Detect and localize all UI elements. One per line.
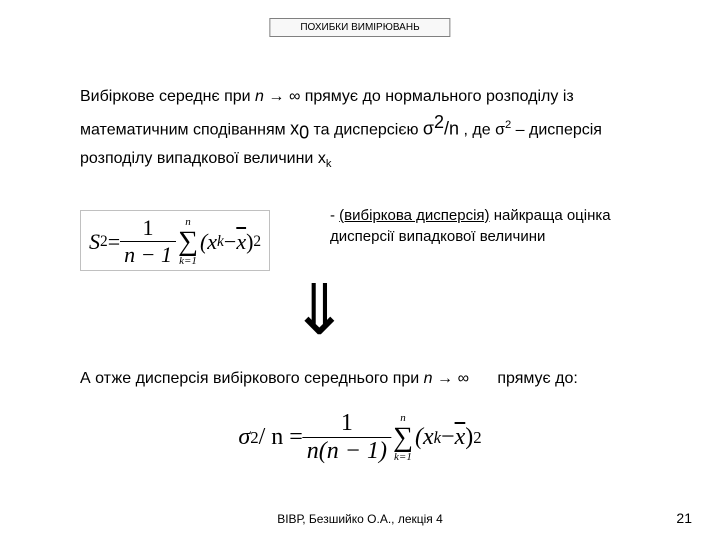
f2-sumdn: k=1 bbox=[394, 452, 412, 463]
arrow-glyph: ⇓ bbox=[290, 271, 349, 349]
paragraph-main: Вибіркове середнє при n → ∞ прямує до но… bbox=[80, 85, 660, 173]
f1-bexp: 2 bbox=[253, 233, 261, 251]
formula-sample-variance: S2 = 1 n − 1 n ∑ k=1 (xk − x )2 bbox=[80, 210, 270, 271]
p1-limit: n → ∞ bbox=[255, 88, 300, 105]
p1-t1: Вибіркове середнє при bbox=[80, 88, 255, 105]
p1-x0: x bbox=[290, 118, 299, 138]
p2-t1: А отже дисперсія вибіркового середнього … bbox=[80, 370, 424, 387]
p1-slashn: /n bbox=[444, 118, 459, 138]
f2-bexp: 2 bbox=[473, 428, 481, 448]
paragraph-therefore: А отже дисперсія вибіркового середнього … bbox=[80, 370, 660, 388]
sum-icon: ∑ bbox=[393, 424, 413, 452]
f2-den: n(n − 1) bbox=[303, 437, 391, 465]
f2-slash: / n = bbox=[259, 424, 303, 451]
p1-t4: , де σ bbox=[464, 121, 505, 138]
page-number: 21 bbox=[676, 510, 692, 526]
f1-sumdn: k=1 bbox=[179, 256, 197, 267]
f1-bopen: (x bbox=[200, 229, 217, 255]
down-arrow-icon: ⇓ bbox=[290, 275, 349, 345]
footer-text: ВІВР, Безшийко О.А., лекція 4 bbox=[277, 512, 443, 526]
header-title: ПОХИБКИ ВИМІРЮВАНЬ bbox=[300, 22, 419, 33]
p1-exp2: 2 bbox=[505, 119, 511, 131]
f1-den: n − 1 bbox=[120, 241, 176, 268]
f2-bmid: − bbox=[441, 424, 455, 451]
f1-frac: 1 n − 1 bbox=[120, 215, 176, 268]
formula-variance-of-mean: σ2 / n = 1 n(n − 1) n ∑ k=1 (xk − x )2 bbox=[238, 410, 481, 465]
f1-eq: = bbox=[108, 229, 120, 255]
f2-num: 1 bbox=[337, 410, 357, 437]
f2-xbar: x bbox=[455, 424, 466, 451]
slide-header: ПОХИБКИ ВИМІРЮВАНЬ bbox=[269, 18, 450, 37]
f2-exp: 2 bbox=[250, 428, 258, 448]
f1d-dash: - bbox=[330, 207, 339, 224]
p1-sigexp: 2 bbox=[434, 112, 444, 132]
p1-x0sub: 0 bbox=[299, 123, 309, 143]
f1-bclose: ) bbox=[246, 229, 253, 255]
p2-limit: n → ∞ bbox=[424, 370, 469, 387]
p1-ksub: k bbox=[326, 158, 332, 170]
f1-xbar: x bbox=[236, 229, 246, 255]
p2-t2: прямує до: bbox=[497, 370, 578, 387]
f2-sig: σ bbox=[238, 424, 250, 451]
f1d-under: (вибіркова дисперсія) bbox=[339, 207, 489, 224]
formula1-description: - (вибіркова дисперсія) найкраща оцінка … bbox=[330, 205, 665, 247]
f2-bk: k bbox=[434, 428, 441, 448]
f1-num: 1 bbox=[139, 215, 158, 241]
page-num-text: 21 bbox=[676, 510, 692, 526]
f1-bk: k bbox=[217, 233, 224, 251]
f2-bopen: (x bbox=[415, 424, 434, 451]
f2-frac: 1 n(n − 1) bbox=[303, 410, 391, 465]
f1-lhsexp: 2 bbox=[100, 233, 108, 251]
f1-lhs: S bbox=[89, 229, 100, 255]
f2-bclose: ) bbox=[465, 424, 473, 451]
f2-sum: n ∑ k=1 bbox=[393, 413, 413, 463]
slide-footer: ВІВР, Безшийко О.А., лекція 4 bbox=[0, 512, 720, 526]
f1-bmid: − bbox=[224, 229, 236, 255]
f1-sum: n ∑ k=1 bbox=[178, 217, 198, 267]
p1-t3: та дисперсією bbox=[314, 121, 423, 138]
p1-sig: σ bbox=[423, 118, 434, 138]
sum-icon: ∑ bbox=[178, 228, 198, 256]
